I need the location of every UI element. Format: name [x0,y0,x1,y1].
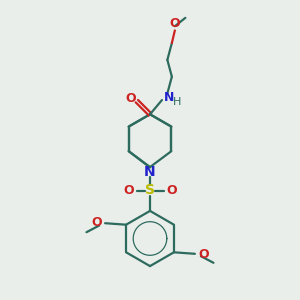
Text: O: O [198,248,208,261]
Text: H: H [173,97,182,107]
Text: O: O [92,216,102,229]
Text: S: S [145,184,155,197]
Text: O: O [123,184,134,197]
Text: N: N [144,165,156,179]
Text: O: O [125,92,136,105]
Text: O: O [166,184,177,197]
Text: O: O [170,17,181,30]
Text: N: N [164,91,174,104]
